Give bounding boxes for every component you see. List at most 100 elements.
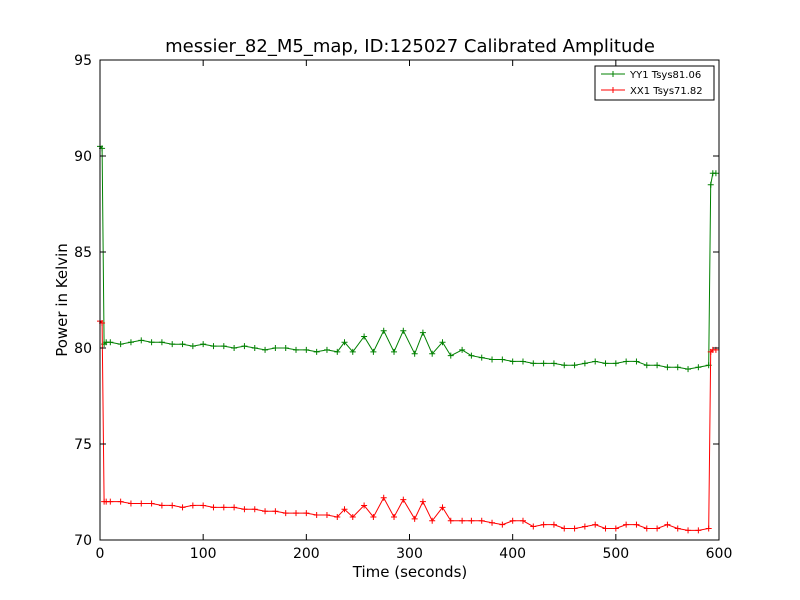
data-point <box>293 346 300 353</box>
data-point <box>158 502 165 509</box>
data-point <box>459 517 466 524</box>
data-point <box>231 345 238 351</box>
x-tick-label: 500 <box>602 546 629 562</box>
x-tick-label: 200 <box>293 546 320 562</box>
data-point <box>200 341 207 348</box>
data-point <box>509 358 516 365</box>
data-point <box>489 356 496 363</box>
data-point <box>643 525 650 532</box>
y-tick-label: 70 <box>74 533 92 549</box>
data-point <box>127 339 134 346</box>
data-point <box>540 360 547 367</box>
data-point <box>674 525 681 532</box>
data-point <box>447 352 454 359</box>
data-point <box>654 525 661 532</box>
plot-frame <box>99 59 720 541</box>
data-point <box>623 521 630 528</box>
series-line <box>99 146 716 370</box>
data-point <box>370 348 377 355</box>
legend-label-xx1: XX1 Tsys71.82 <box>630 86 703 97</box>
data-point <box>612 525 619 532</box>
data-point <box>303 346 310 353</box>
data-point <box>200 502 207 509</box>
data-point <box>313 512 320 519</box>
data-point <box>391 348 398 355</box>
y-tick-label: 90 <box>74 149 92 165</box>
data-point <box>633 358 640 365</box>
data-point <box>499 521 506 528</box>
data-point <box>282 345 289 351</box>
data-point <box>169 341 176 348</box>
data-point <box>148 500 155 507</box>
data-point <box>400 327 407 334</box>
data-point <box>519 517 526 524</box>
y-tick-label: 95 <box>74 53 92 69</box>
data-point <box>323 512 330 519</box>
data-point <box>439 504 446 511</box>
data-point <box>220 343 227 350</box>
data-point <box>685 366 692 373</box>
data-point <box>592 358 599 365</box>
data-point <box>189 502 196 509</box>
data-point <box>148 339 155 346</box>
data-point <box>439 339 446 346</box>
x-tick-label: 400 <box>499 546 526 562</box>
data-point <box>241 343 248 350</box>
data-point <box>127 500 134 507</box>
data-point <box>138 500 145 507</box>
data-point <box>429 350 436 357</box>
data-point <box>282 510 289 517</box>
data-point <box>210 504 217 511</box>
data-point <box>571 525 578 532</box>
data-point <box>519 358 526 365</box>
data-point <box>262 346 269 353</box>
data-point <box>179 341 186 348</box>
legend: YY1 Tsys81.06 XX1 Tsys71.82 <box>594 65 715 101</box>
data-point <box>380 494 387 501</box>
data-point <box>370 513 377 520</box>
data-point <box>341 506 348 513</box>
data-point <box>643 362 650 369</box>
data-point <box>468 517 475 524</box>
data-point <box>571 362 578 369</box>
data-point <box>581 523 588 530</box>
data-point <box>107 498 114 505</box>
data-point <box>361 502 368 509</box>
y-tick-label: 85 <box>74 245 92 261</box>
data-point <box>210 343 217 350</box>
data-point <box>489 519 496 526</box>
data-point <box>220 504 227 511</box>
legend-box <box>594 65 715 101</box>
data-point <box>664 521 671 528</box>
data-point <box>400 496 407 503</box>
data-point <box>411 350 418 357</box>
legend-label-yy1: YY1 Tsys81.06 <box>629 70 701 81</box>
data-point <box>530 523 537 530</box>
data-point <box>262 508 269 515</box>
y-axis-label: Power in Kelvin <box>53 243 71 357</box>
data-point <box>419 329 426 336</box>
data-point <box>429 517 436 524</box>
series-0 <box>97 143 719 373</box>
data-point <box>349 513 356 520</box>
data-point <box>251 345 258 351</box>
data-point <box>272 345 279 351</box>
data-point <box>654 362 661 369</box>
data-point <box>623 358 630 365</box>
data-point <box>411 515 418 522</box>
data-point <box>712 170 719 177</box>
y-tick-label: 80 <box>74 341 92 357</box>
x-tick-label: 300 <box>396 546 423 562</box>
data-point <box>695 364 702 371</box>
data-point <box>169 502 176 509</box>
data-point <box>391 513 398 520</box>
data-point <box>419 498 426 505</box>
data-point <box>459 346 466 353</box>
data-point <box>189 343 196 350</box>
data-point <box>602 360 609 367</box>
data-point <box>341 339 348 346</box>
data-point <box>117 498 124 505</box>
data-point <box>361 333 368 340</box>
series-1 <box>97 318 719 534</box>
data-point <box>705 525 712 532</box>
